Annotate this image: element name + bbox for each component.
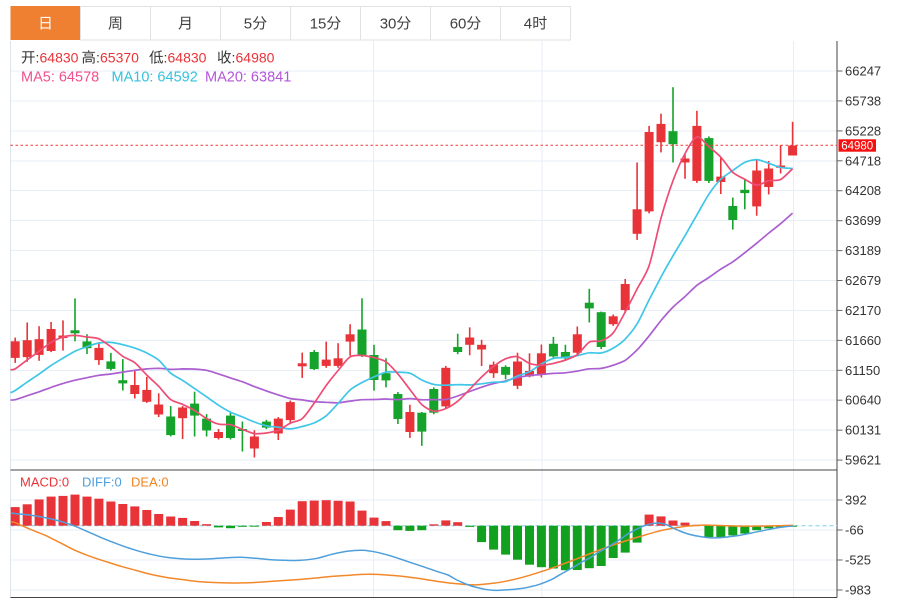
svg-text:60640: 60640 [845,393,881,408]
svg-text:59621: 59621 [845,453,881,468]
svg-text:62170: 62170 [845,303,881,318]
svg-text:30: 30 [380,16,397,33]
svg-text:65738: 65738 [845,93,881,108]
svg-text:-983: -983 [845,583,871,598]
svg-text:-66: -66 [845,523,864,538]
svg-text:64718: 64718 [845,153,881,168]
svg-text::64830: :64830 [36,50,79,66]
svg-text:63699: 63699 [845,213,881,228]
svg-text:60131: 60131 [845,423,881,438]
svg-text:64208: 64208 [845,183,881,198]
svg-text:-525: -525 [845,553,871,568]
svg-text:63189: 63189 [845,243,881,258]
svg-text:15: 15 [310,16,327,33]
svg-text:60: 60 [450,16,467,33]
svg-text:66247: 66247 [845,64,881,79]
svg-text:62679: 62679 [845,273,881,288]
svg-text:61660: 61660 [845,333,881,348]
svg-text:5: 5 [244,16,252,33]
svg-text:64980: 64980 [841,140,873,152]
svg-text:65228: 65228 [845,123,881,138]
svg-text:4: 4 [524,16,532,33]
svg-text::64830: :64830 [164,50,207,66]
svg-text:61150: 61150 [845,363,880,378]
svg-text::65370: :65370 [96,50,139,66]
svg-text:392: 392 [845,493,867,508]
svg-text::64980: :64980 [232,50,275,66]
